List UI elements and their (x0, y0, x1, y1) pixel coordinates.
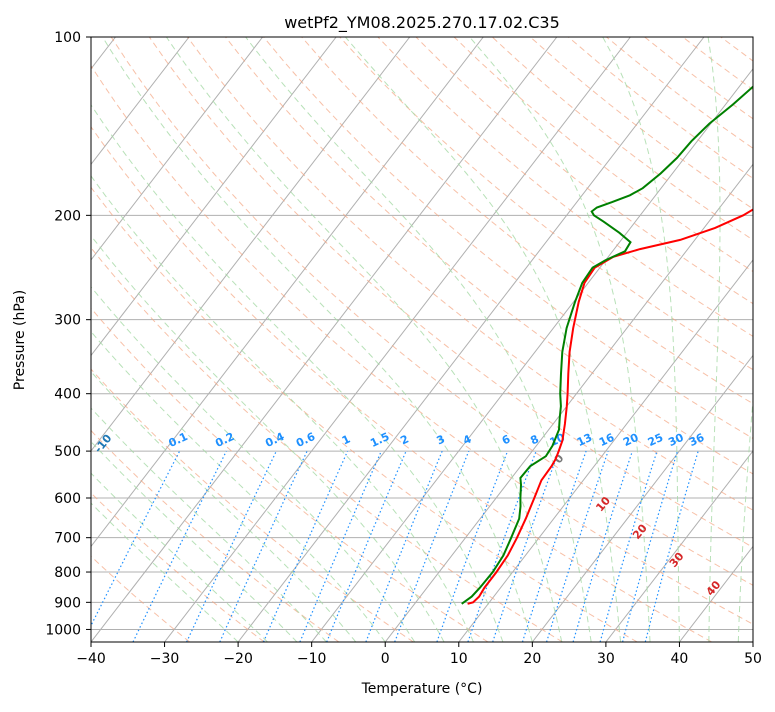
moist-adiabat-label: 40 (704, 578, 724, 598)
mixing-ratio-line (468, 451, 536, 642)
dry-adiabat-line (454, 37, 775, 642)
temperature-profile-line (468, 37, 775, 604)
y-tick-label: 1000 (45, 622, 81, 638)
dry-adiabat-line (340, 37, 775, 642)
mixing-ratio-line (366, 451, 442, 642)
dry-adiabat-line (187, 37, 775, 642)
dry-adiabat-line (645, 37, 775, 642)
moist-adiabat-line (0, 37, 326, 642)
dry-adiabat-label: -20 (0, 395, 22, 419)
dry-adiabat-line (530, 37, 775, 642)
moist-adiabat-line (603, 37, 680, 642)
moist-adiabat-line (345, 37, 620, 642)
x-tick-label: 50 (744, 651, 762, 667)
x-tick-label: −40 (76, 651, 106, 667)
moist-adiabat-label: 10 (593, 494, 613, 514)
moist-adiabat-line (7, 37, 474, 642)
y-tick-label: 900 (54, 595, 81, 611)
mixing-ratio-label: 36 (687, 431, 707, 449)
mixing-ratio-line (133, 451, 226, 642)
dry-adiabat-line (759, 37, 775, 642)
dry-adiabat-line (721, 37, 775, 642)
isotherm-line (679, 37, 775, 642)
isotherm-line (0, 37, 336, 642)
x-tick-label: 20 (523, 651, 541, 667)
y-tick-label: 700 (54, 531, 81, 547)
x-tick-label: 0 (381, 651, 390, 667)
dry-adiabat-line (149, 37, 775, 642)
dry-adiabat-line (0, 37, 563, 642)
isotherm-line (91, 37, 557, 642)
mixing-ratio-label: 3 (435, 432, 447, 447)
isotherm-line (532, 37, 775, 642)
dry-adiabat-line (0, 37, 488, 642)
x-tick-label: 10 (450, 651, 468, 667)
mixing-ratio-line (623, 451, 678, 642)
moist-adiabat-line (50, 37, 503, 642)
mixing-ratio-label: 16 (597, 431, 617, 449)
mixing-ratio-label: 20 (621, 431, 641, 449)
moist-adiabat-line (166, 37, 561, 642)
moist-adiabat-line (470, 37, 650, 642)
y-tick-label: 300 (54, 313, 81, 329)
isotherm-line (753, 37, 775, 642)
mixing-ratio-label: 25 (646, 431, 665, 449)
mixing-ratio-line (327, 451, 406, 642)
mixing-ratio-line (645, 451, 698, 642)
chart-title: wetPf2_YM08.2025.270.17.02.C35 (284, 13, 560, 33)
moist-adiabat-line (0, 37, 297, 642)
mixing-ratio-line (547, 451, 609, 642)
x-tick-label: 30 (597, 651, 615, 667)
mixing-ratio-line (220, 451, 307, 642)
x-tick-label: −10 (297, 651, 327, 667)
dry-adiabat-line (683, 37, 775, 642)
plot-frame (91, 37, 753, 642)
y-tick-label: 400 (54, 387, 81, 403)
isotherm-line (385, 37, 775, 642)
mixing-ratio-label: 0.4 (263, 430, 286, 450)
mixing-ratio-label: 0.1 (167, 430, 190, 450)
moist-adiabat-line (0, 37, 268, 642)
line-annotations: 0.10.20.40.611.52346810131620253036-100-… (0, 44, 724, 598)
mixing-ratio-line (395, 451, 469, 642)
mixing-ratio-line (573, 451, 632, 642)
x-axis-label: Temperature (°C) (361, 681, 483, 697)
y-tick-label: 500 (54, 444, 81, 460)
x-tick-label: −20 (223, 651, 253, 667)
mixing-ratio-label: 0.2 (213, 430, 236, 450)
mixing-ratio-label: 8 (528, 432, 540, 447)
y-tick-label: 200 (54, 208, 81, 224)
isotherm-line (0, 37, 410, 642)
mixing-ratio-line (437, 451, 508, 642)
mixing-ratio-label: 0.6 (294, 430, 317, 450)
y-axis-label: Pressure (hPa) (12, 290, 28, 390)
dry-adiabat-line (0, 37, 413, 642)
mixing-ratio-label: 1 (340, 432, 352, 447)
isotherm-line (0, 37, 263, 642)
mixing-ratio-label: 2 (398, 432, 410, 447)
dry-adiabat-line (568, 37, 775, 642)
x-tick-label: −30 (150, 651, 180, 667)
isotherm-line (17, 37, 483, 642)
y-tick-label: 100 (54, 30, 81, 46)
mixing-ratio-label: 6 (500, 432, 513, 447)
y-tick-label: 800 (54, 565, 81, 581)
background-lines (0, 37, 775, 642)
moist-adiabat-label: 30 (667, 550, 687, 570)
moist-adiabat-line (103, 37, 533, 642)
moist-adiabat-line (738, 37, 775, 642)
x-tick-label: 40 (671, 651, 689, 667)
moist-adiabat-line (0, 37, 444, 642)
y-tick-label: 600 (54, 491, 81, 507)
moist-adiabat-line (708, 37, 720, 642)
moist-adiabat-line (0, 37, 415, 642)
